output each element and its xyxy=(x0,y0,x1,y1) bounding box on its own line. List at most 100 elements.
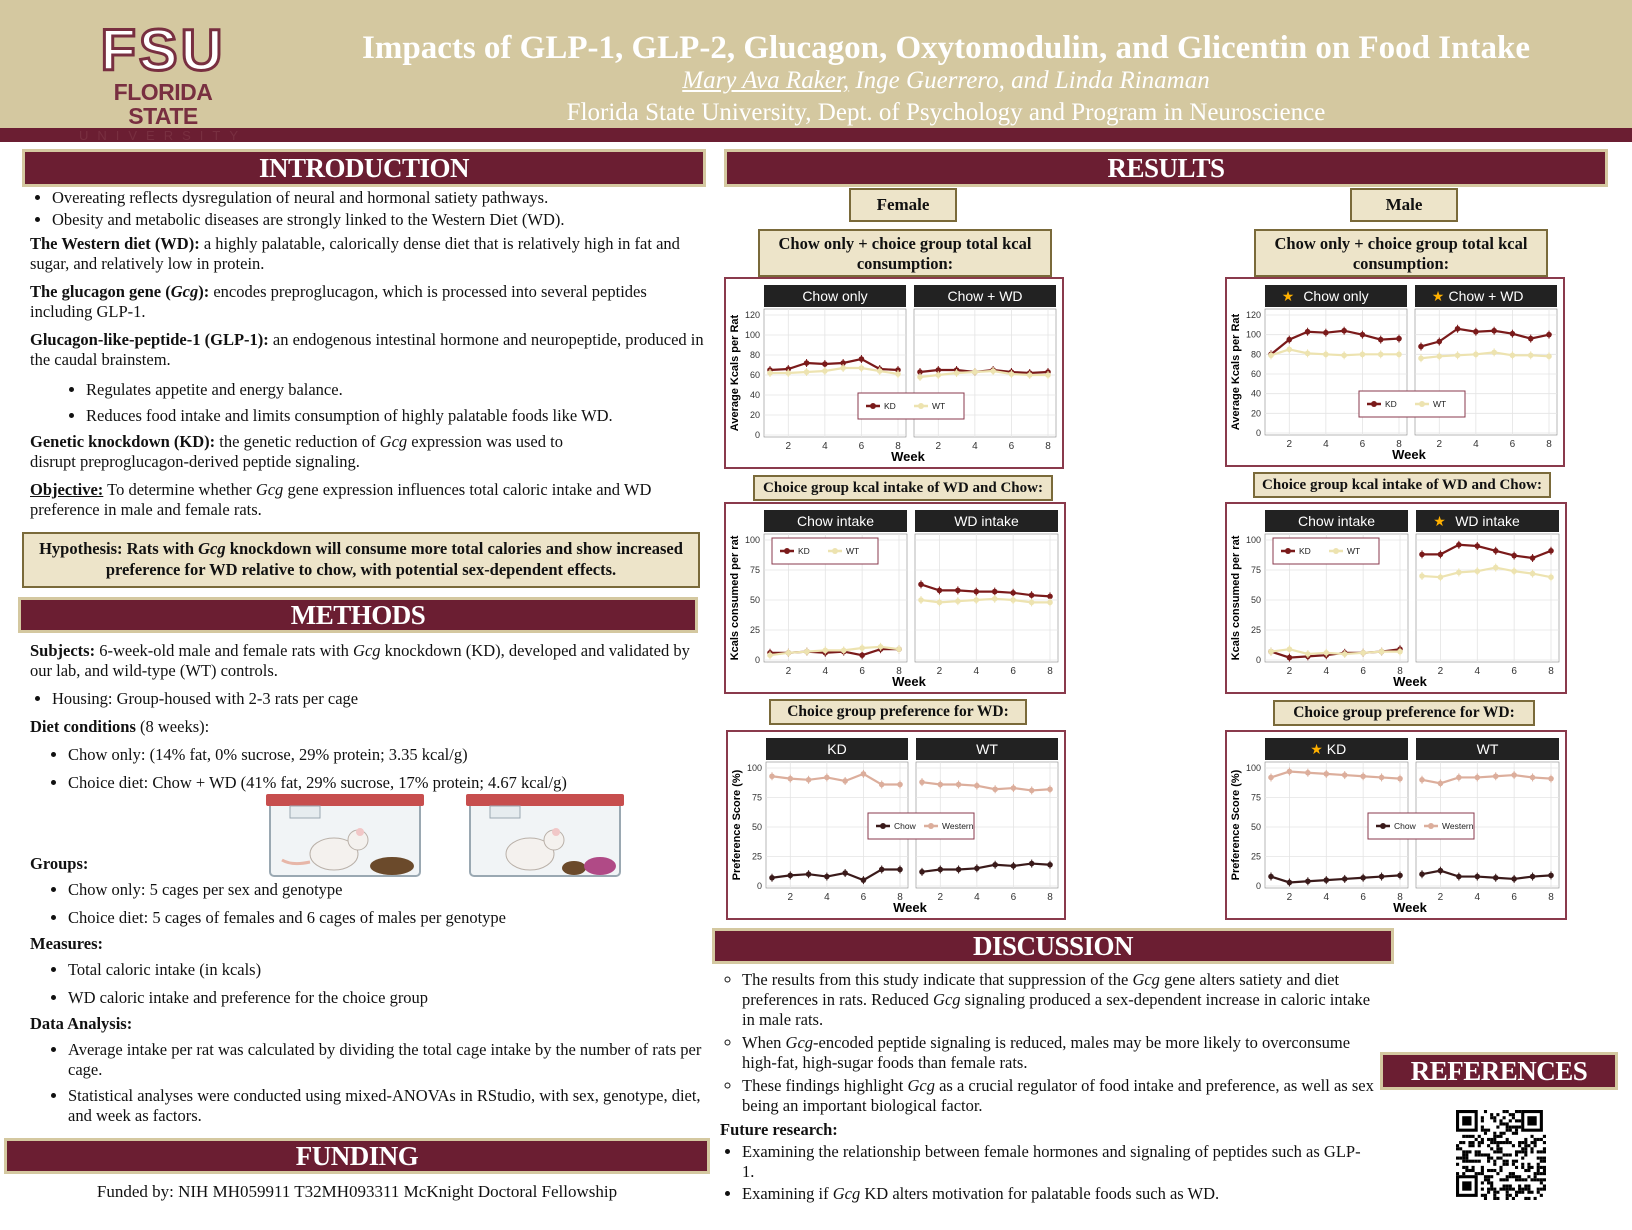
male-pref-label: Choice group preference for WD: xyxy=(1273,700,1535,726)
female-label: Female xyxy=(849,188,957,222)
facet-label: WT xyxy=(1477,741,1499,757)
analysis-bullet: Statistical analyses were conducted usin… xyxy=(68,1086,708,1126)
y-tick-label: 40 xyxy=(750,390,760,400)
x-tick-label: 6 xyxy=(1011,892,1017,903)
y-tick-label: 0 xyxy=(755,655,760,665)
x-tick-label: 4 xyxy=(824,892,830,903)
series-line-wt xyxy=(1270,348,1399,357)
x-tick-label: 8 xyxy=(897,892,903,903)
facet-strip xyxy=(916,738,1058,760)
series-line-kd xyxy=(1422,543,1552,560)
group-bullet: Choice diet: 5 cages of females and 6 ca… xyxy=(68,908,710,928)
intro-bullet: Overeating reflects dysregulation of neu… xyxy=(52,188,710,208)
y-tick-label: 75 xyxy=(750,565,760,575)
analysis-bullet: Average intake per rat was calculated by… xyxy=(68,1040,708,1080)
x-tick-label: 8 xyxy=(1047,666,1053,677)
other-authors: Inge Guerrero, and Linda Rinaman xyxy=(849,67,1210,94)
y-tick-label: 75 xyxy=(752,793,762,803)
y-tick-label: 100 xyxy=(745,330,760,340)
x-tick-label: 6 xyxy=(1009,441,1015,452)
facet-label: Chow only xyxy=(1303,288,1368,304)
facet-label: Chow only xyxy=(802,288,867,304)
glp1-definition: Glucagon-like-peptide-1 (GLP-1): an endo… xyxy=(30,330,704,369)
facet-panel xyxy=(1415,533,1560,663)
facet-strip xyxy=(1265,738,1408,760)
discussion-body: The results from this study indicate tha… xyxy=(720,970,1380,1206)
future-research: Future research: xyxy=(720,1120,838,1139)
chart-legend: KD WT xyxy=(1358,390,1466,418)
significance-star-icon: ★ xyxy=(1432,288,1445,304)
chart-male-total: Average Kcals per Rat Week 0 20 40 60 80 100 120… xyxy=(1225,277,1565,467)
x-axis-label: Week xyxy=(1392,447,1426,462)
y-axis-label: Kcals consumed per rat xyxy=(1230,535,1242,660)
x-tick-label: 2 xyxy=(786,441,792,452)
series-line-wt xyxy=(920,597,1050,604)
x-tick-label: 2 xyxy=(938,892,944,903)
diet-bullet: Choice diet: Chow + WD (41% fat, 29% suc… xyxy=(68,773,710,793)
x-tick-label: 2 xyxy=(1287,666,1293,677)
legend-entry: Chow xyxy=(894,821,917,831)
x-tick-label: 8 xyxy=(1546,439,1552,450)
x-tick-label: 4 xyxy=(822,441,828,452)
wd-definition: The Western diet (WD): a highly palatabl… xyxy=(30,234,680,273)
y-tick-label: 50 xyxy=(752,822,762,832)
chart-svg: Average Kcals per Rat Week 0 20 40 60 80 100 120… xyxy=(729,285,1057,464)
x-tick-label: 8 xyxy=(1047,892,1053,903)
x-tick-label: 8 xyxy=(895,441,901,452)
discussion-heading: DISCUSSION xyxy=(712,928,1394,964)
x-tick-label: 4 xyxy=(1475,892,1481,903)
y-tick-label: 50 xyxy=(750,595,760,605)
kd-definition: Genetic knockdown (KD): the genetic redu… xyxy=(30,432,563,471)
legend-entry: KD xyxy=(1385,399,1397,409)
x-tick-label: 6 xyxy=(1010,666,1016,677)
x-tick-label: 2 xyxy=(1438,892,1444,903)
glp1-bullet: Regulates appetite and energy balance. xyxy=(86,380,710,400)
x-tick-label: 6 xyxy=(1511,892,1517,903)
facet-strip xyxy=(764,285,906,307)
legend-entry: WT xyxy=(846,546,859,556)
x-tick-label: 4 xyxy=(1475,666,1481,677)
y-tick-label: 50 xyxy=(1251,595,1261,605)
series-line-wt xyxy=(919,369,1048,379)
housing: Housing: Group-housed with 2-3 rats per … xyxy=(52,689,710,709)
y-tick-label: 75 xyxy=(1251,793,1261,803)
chart-female-intake: Kcals consumed per rat Week 0 25 50 75 100 Chow… xyxy=(724,502,1066,694)
x-axis-label: Week xyxy=(1393,900,1427,915)
y-tick-label: 60 xyxy=(750,370,760,380)
series-line-chow xyxy=(771,868,900,882)
x-tick-label: 6 xyxy=(1360,439,1366,450)
glp1-bullets: Regulates appetite and energy balance. R… xyxy=(30,380,710,426)
y-tick-label: 0 xyxy=(1256,881,1261,891)
y-tick-label: 0 xyxy=(755,430,760,440)
series-line-kd xyxy=(769,357,899,372)
x-tick-label: 4 xyxy=(1324,892,1330,903)
methods-heading: METHODS xyxy=(18,597,698,633)
facet-strip xyxy=(766,738,908,760)
legend-entry: Chow xyxy=(1394,821,1417,831)
legend-entry: Western xyxy=(942,821,974,831)
series-line-kd xyxy=(1420,327,1550,348)
legend-entry: WT xyxy=(932,401,945,411)
male-total-label: Chow only + choice group total kcal cons… xyxy=(1254,229,1548,277)
qr-code[interactable] xyxy=(1456,1110,1546,1200)
female-pref-label: Choice group preference for WD: xyxy=(769,699,1027,725)
x-tick-label: 4 xyxy=(1473,439,1479,450)
facet-strip xyxy=(1416,510,1559,532)
y-axis-label: Kcals consumed per rat xyxy=(729,535,741,660)
chart-svg: Average Kcals per Rat Week 0 20 40 60 80 100 120… xyxy=(1230,285,1558,462)
chart-legend: Chow Western xyxy=(1367,812,1475,840)
intro-bullet: Obesity and metabolic diseases are stron… xyxy=(52,210,710,230)
x-axis-label: Week xyxy=(1393,674,1427,689)
data-analysis: Data Analysis: xyxy=(30,1014,133,1033)
fsu-logo: FSU FLORIDA STATE UNIVERSITY xyxy=(78,18,247,143)
x-tick-label: 2 xyxy=(1287,892,1293,903)
y-axis-label: Average Kcals per Rat xyxy=(729,314,741,431)
x-tick-label: 4 xyxy=(823,666,829,677)
discussion-bullet: These findings highlight Gcg as a crucia… xyxy=(742,1076,1380,1116)
facet-label: Chow intake xyxy=(797,513,874,529)
first-author: Mary Ava Raker, xyxy=(682,67,850,94)
facet-strip xyxy=(915,510,1058,532)
x-tick-label: 2 xyxy=(1437,439,1443,450)
y-tick-label: 0 xyxy=(1256,655,1261,665)
legend-entry: WT xyxy=(1433,399,1446,409)
